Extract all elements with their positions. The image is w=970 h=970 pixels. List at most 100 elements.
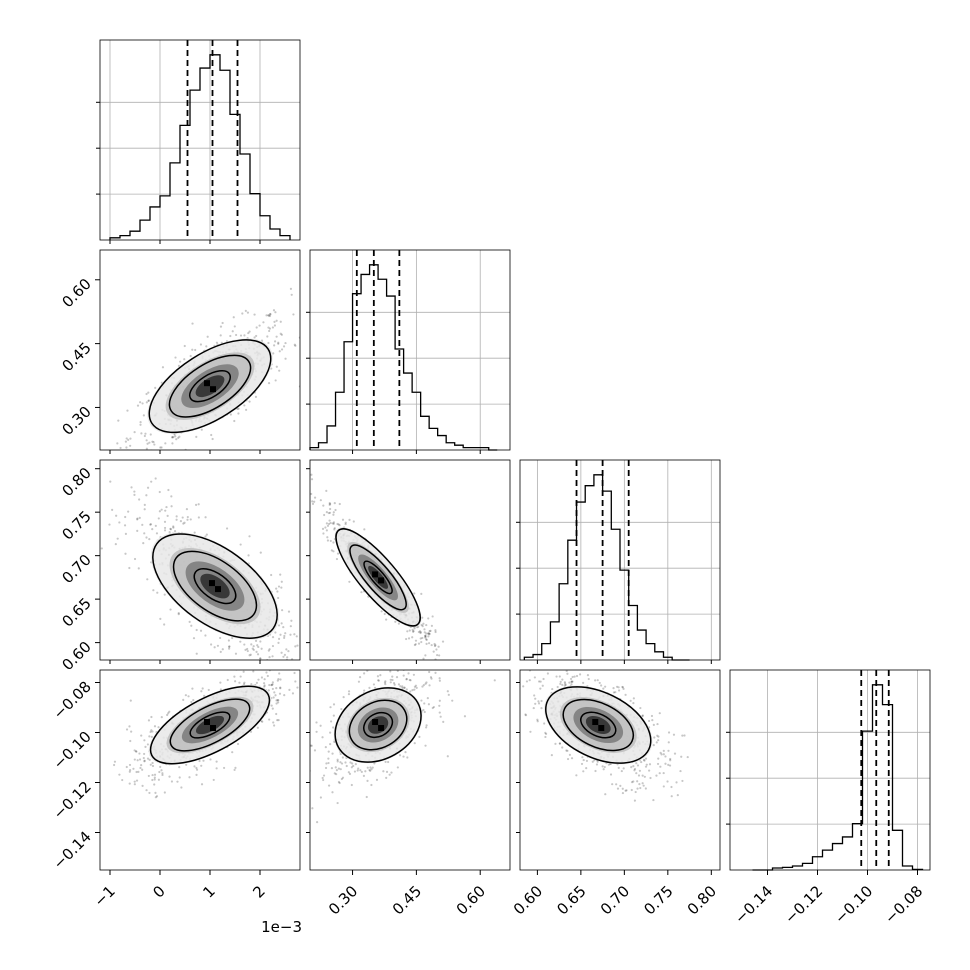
scatter-point — [425, 724, 428, 727]
scatter-point — [423, 710, 426, 714]
scatter-point — [289, 633, 292, 636]
scatter-point — [290, 293, 293, 296]
scatter-point — [266, 335, 269, 338]
scatter-point — [153, 725, 157, 728]
scatter-point — [234, 680, 237, 683]
scatter-point — [434, 630, 437, 634]
scatter-point — [635, 772, 638, 775]
scatter-point — [310, 492, 313, 496]
scatter-point — [270, 683, 273, 687]
scatter-point — [275, 587, 278, 590]
scatter-point — [195, 628, 198, 632]
scatter-point — [463, 715, 467, 718]
scatter-point — [263, 685, 266, 688]
scatter-point — [239, 640, 242, 643]
scatter-point — [70, 448, 72, 450]
scatter-point — [441, 640, 445, 643]
scatter-point — [329, 521, 332, 525]
scatter-point — [369, 769, 372, 772]
scatter-point — [359, 769, 362, 772]
scatter-point — [129, 437, 132, 440]
scatter-point — [324, 673, 326, 675]
scatter-point — [148, 758, 151, 761]
scatter-point — [621, 787, 624, 790]
scatter-point — [522, 685, 525, 688]
scatter-point — [425, 664, 427, 666]
scatter-point — [657, 739, 660, 742]
scatter-point — [222, 766, 226, 770]
scatter-point — [385, 770, 389, 773]
scatter-point — [146, 578, 149, 581]
scatter-point — [170, 505, 173, 508]
scatter-point — [276, 590, 279, 593]
scatter-point — [445, 665, 447, 667]
scatter-point — [234, 766, 237, 769]
scatter-point — [157, 778, 160, 781]
scatter-point — [305, 677, 307, 679]
scatter-point — [134, 750, 138, 753]
scatter-point — [151, 440, 154, 443]
scatter-point — [228, 645, 231, 648]
scatter-point — [558, 742, 562, 745]
scatter-point — [366, 670, 369, 672]
scatter-point — [449, 662, 451, 664]
scatter-point — [145, 789, 148, 792]
scatter-point — [137, 770, 140, 773]
scatter-point — [451, 699, 454, 702]
scatter-point — [341, 776, 345, 779]
scatter-point — [231, 330, 234, 333]
scatter-point — [645, 763, 648, 766]
scatter-point — [154, 791, 157, 795]
scatter-point — [242, 683, 246, 686]
scatter-point — [399, 664, 401, 666]
scatter-point — [250, 643, 253, 646]
scatter-point — [283, 636, 286, 640]
scatter-point — [192, 637, 196, 640]
scatter-point — [255, 334, 258, 338]
scatter-point — [195, 773, 198, 776]
scatter-point — [292, 313, 295, 316]
scatter-point — [267, 314, 270, 317]
scatter-point — [168, 531, 171, 534]
scatter-point — [157, 517, 160, 520]
scatter-point — [383, 681, 387, 684]
scatter-point — [347, 771, 350, 774]
scatter-point — [147, 399, 150, 402]
scatter-point — [294, 344, 297, 347]
scatter-point — [305, 705, 307, 707]
scatter-point — [149, 523, 152, 526]
scatter-point — [561, 683, 564, 686]
scatter-point — [284, 357, 287, 360]
scatter-point — [536, 720, 539, 723]
scatter-point — [405, 688, 408, 691]
scatter-point — [656, 762, 660, 766]
scatter-point — [189, 518, 192, 521]
scatter-point — [296, 644, 299, 647]
scatter-point — [129, 739, 132, 743]
scatter-point — [409, 679, 412, 682]
scatter-point — [197, 503, 200, 506]
density-peak — [204, 719, 210, 725]
scatter-point — [412, 630, 415, 633]
x-tick-label: 0.65 — [553, 882, 589, 918]
scatter-point — [133, 749, 136, 752]
scatter-point — [658, 712, 661, 715]
scatter-point — [248, 330, 251, 333]
scatter-point — [136, 404, 140, 407]
scatter-point — [393, 683, 396, 686]
scatter-point — [138, 758, 142, 761]
scatter-point — [272, 352, 275, 355]
scatter-point — [632, 764, 635, 768]
scatter-point — [561, 746, 564, 749]
scatter-point — [174, 435, 177, 438]
scatter-point — [213, 646, 216, 649]
y-tick-label: 0.70 — [58, 551, 94, 587]
scatter-point — [139, 766, 142, 770]
scatter-point — [92, 454, 94, 456]
scatter-point — [389, 665, 391, 667]
scatter-point — [335, 768, 338, 772]
scatter-point — [129, 477, 131, 479]
contour-line — [562, 698, 635, 752]
scatter-point — [199, 343, 203, 346]
scatter-point — [340, 762, 344, 765]
